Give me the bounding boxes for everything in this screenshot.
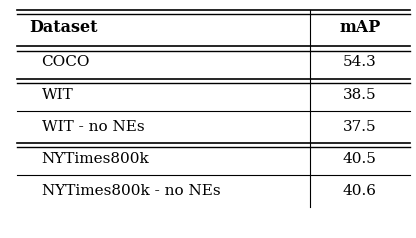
Text: Dataset: Dataset xyxy=(29,20,98,36)
Text: WIT - no NEs: WIT - no NEs xyxy=(42,120,144,134)
Text: NYTimes800k - no NEs: NYTimes800k - no NEs xyxy=(42,184,220,198)
Text: 40.6: 40.6 xyxy=(343,184,377,198)
Text: 37.5: 37.5 xyxy=(343,120,376,134)
Text: COCO: COCO xyxy=(42,55,90,69)
Text: 38.5: 38.5 xyxy=(343,88,376,102)
Text: NYTimes800k: NYTimes800k xyxy=(42,152,149,166)
Text: 40.5: 40.5 xyxy=(343,152,377,166)
Text: WIT: WIT xyxy=(42,88,73,102)
Text: 54.3: 54.3 xyxy=(343,55,377,69)
Text: mAP: mAP xyxy=(339,20,381,36)
